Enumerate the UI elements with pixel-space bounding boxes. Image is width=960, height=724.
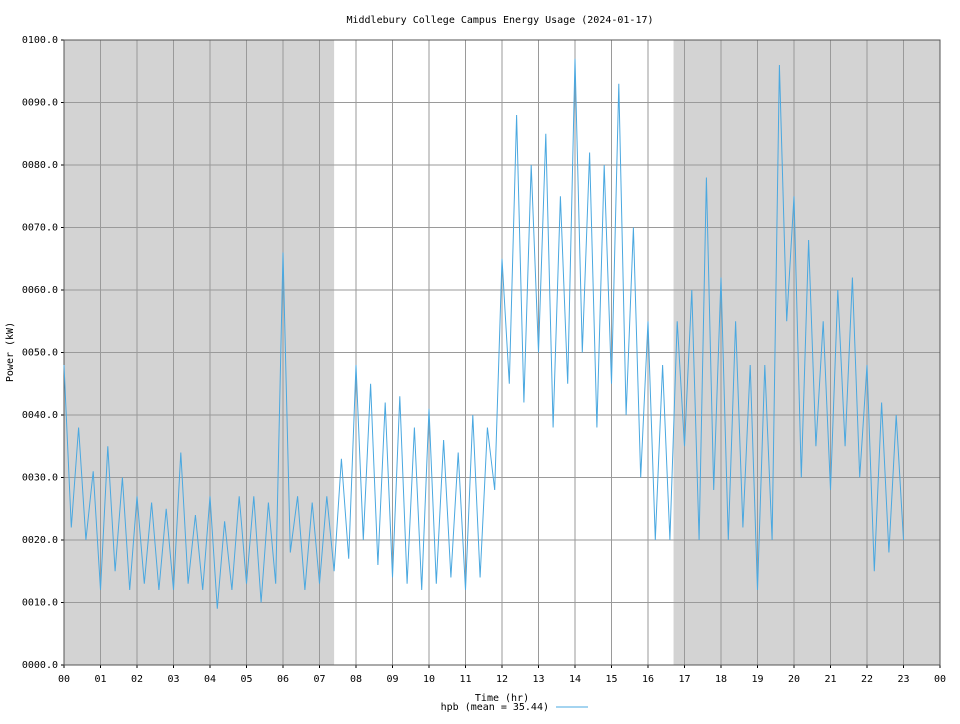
x-tick-label: 01 xyxy=(94,674,106,685)
x-tick-label: 20 xyxy=(788,674,800,685)
y-tick-label: 0000.0 xyxy=(22,660,58,671)
x-tick-label: 11 xyxy=(459,674,471,685)
y-axis-label: Power (kW) xyxy=(5,322,16,382)
y-tick-label: 0050.0 xyxy=(22,348,58,359)
x-tick-label: 00 xyxy=(934,674,946,685)
x-tick-label: 23 xyxy=(897,674,909,685)
legend-label: hpb (mean = 35.44) xyxy=(441,702,549,713)
x-tick-label: 19 xyxy=(751,674,763,685)
x-tick-label: 16 xyxy=(642,674,654,685)
y-tick-label: 0060.0 xyxy=(22,285,58,296)
y-tick-label: 0030.0 xyxy=(22,473,58,484)
x-tick-label: 02 xyxy=(131,674,143,685)
data-line xyxy=(63,58,904,609)
plot-frame xyxy=(63,39,941,666)
x-tick-label: 15 xyxy=(605,674,617,685)
x-tick-label: 17 xyxy=(678,674,690,685)
y-tick-label: 0040.0 xyxy=(22,410,58,421)
x-tick-label: 10 xyxy=(423,674,435,685)
x-tick-label: 18 xyxy=(715,674,727,685)
x-tick-label: 00 xyxy=(58,674,70,685)
x-tick-label: 08 xyxy=(350,674,362,685)
y-tick-label: 0010.0 xyxy=(22,598,58,609)
y-tick-label: 0080.0 xyxy=(22,160,58,171)
y-tick-label: 0020.0 xyxy=(22,535,58,546)
x-tick-label: 03 xyxy=(167,674,179,685)
x-tick-label: 14 xyxy=(569,674,581,685)
y-tick-label: 0100.0 xyxy=(22,35,58,46)
x-tick-label: 05 xyxy=(240,674,252,685)
x-tick-label: 12 xyxy=(496,674,508,685)
y-tick-label: 0070.0 xyxy=(22,223,58,234)
y-tick-label: 0090.0 xyxy=(22,98,58,109)
x-tick-label: 13 xyxy=(532,674,544,685)
x-tick-label: 22 xyxy=(861,674,873,685)
x-tick-label: 09 xyxy=(386,674,398,685)
x-tick-label: 04 xyxy=(204,674,216,685)
x-tick-label: 21 xyxy=(824,674,836,685)
x-tick-label: 06 xyxy=(277,674,289,685)
x-axis-label: Time (hr) xyxy=(475,693,529,704)
x-tick-label: 07 xyxy=(313,674,325,685)
chart-title: Middlebury College Campus Energy Usage (… xyxy=(346,15,653,26)
